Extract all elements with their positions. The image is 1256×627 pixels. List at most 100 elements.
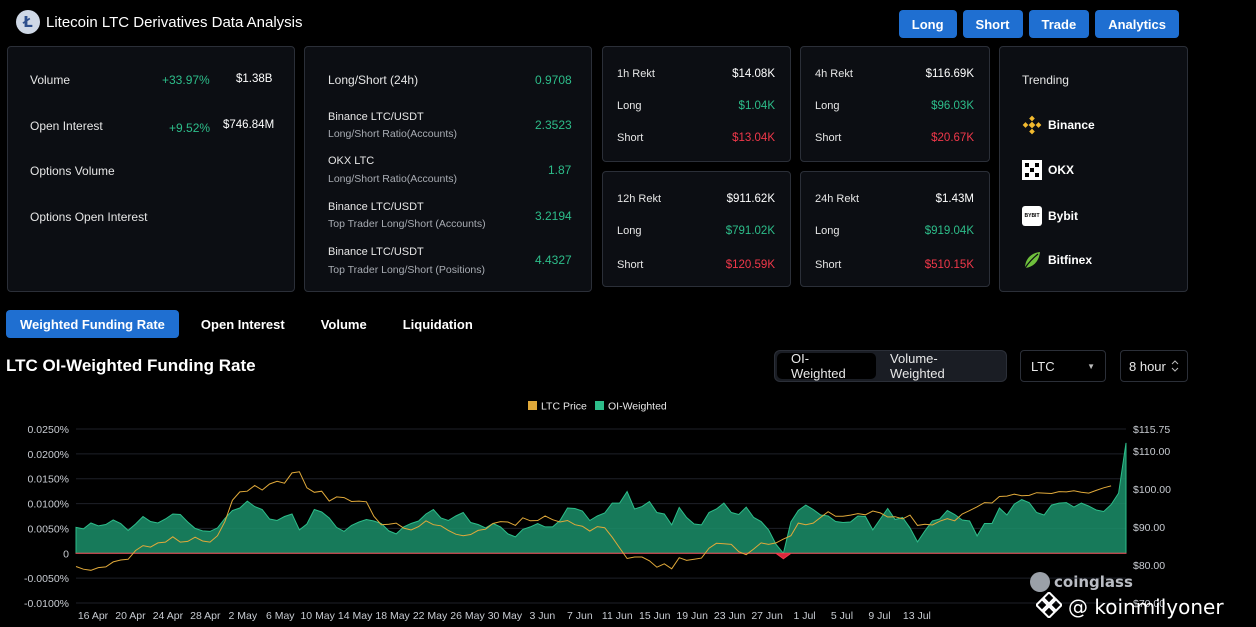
trending-okx[interactable]: OKX xyxy=(1022,160,1074,180)
rekt-12h-card: 12h Rekt $911.62K Long $791.02K Short $1… xyxy=(602,171,791,287)
tab-volume[interactable]: Volume xyxy=(320,316,367,332)
x-tick-label: 2 May xyxy=(229,610,258,622)
x-tick-label: 3 Jun xyxy=(530,610,556,622)
ratio-row-subtitle: Long/Short Ratio(Accounts) xyxy=(328,173,457,185)
y-left-tick-label: 0.0250% xyxy=(28,424,69,436)
x-tick-label: 30 May xyxy=(488,610,523,622)
tab-weighted-funding-rate[interactable]: Weighted Funding Rate xyxy=(6,310,179,338)
y-left-tick-label: 0.0200% xyxy=(28,449,69,461)
rekt-1h-long: $1.04K xyxy=(738,100,775,112)
open-interest-change: +9.52% xyxy=(169,121,211,135)
coin-select-value: LTC xyxy=(1031,358,1055,374)
rekt-short-label: Short xyxy=(617,132,644,144)
tab-liquidation[interactable]: Liquidation xyxy=(402,316,473,332)
x-tick-label: 16 Apr xyxy=(78,610,109,622)
rekt-1h-total: $14.08K xyxy=(732,68,775,80)
open-interest-value: $746.84M xyxy=(223,119,275,131)
x-tick-label: 18 May xyxy=(375,610,410,622)
chart-svg: 0.0250% 0.0200% 0.0150% 0.0100% 0.0050% 0 -0.0… xyxy=(24,401,1171,623)
market-stats-card: Volume +33.97% $1.38B Open Interest +9.5… xyxy=(7,46,295,292)
funding-rate-chart: 0.0250% 0.0200% 0.0150% 0.0100% 0.0050% 0 -0.0… xyxy=(0,390,1256,627)
rekt-short-label: Short xyxy=(815,259,842,271)
x-tick-label: 11 Jun xyxy=(602,610,633,622)
ratio-row-value: 1.87 xyxy=(548,163,572,177)
rekt-24h-short: $510.15K xyxy=(924,259,974,271)
coinglass-watermark: coinglass xyxy=(1030,572,1133,592)
x-tick-label: 14 May xyxy=(338,610,373,622)
interval-select-value: 8 hour xyxy=(1129,358,1166,374)
oi-weighted-option[interactable]: OI-Weighted xyxy=(777,351,877,381)
rekt-24h-total: $1.43M xyxy=(935,193,974,205)
ratio-row-value: 2.3523 xyxy=(535,118,572,132)
coinglass-logo-icon xyxy=(1030,572,1050,592)
trending-title: Trending xyxy=(1022,73,1069,87)
x-tick-label: 24 Apr xyxy=(153,610,184,622)
y-left-tick-label: 0.0050% xyxy=(28,523,69,535)
ratio-row-subtitle: Top Trader Long/Short (Positions) xyxy=(328,264,485,276)
trending-bitfinex[interactable]: Bitfinex xyxy=(1022,250,1092,270)
ratio-row-subtitle: Long/Short Ratio(Accounts) xyxy=(328,128,457,140)
ratio-row-title: Binance LTC/USDT xyxy=(328,111,424,123)
volume-change: +33.97% xyxy=(162,73,210,87)
y-left-tick-label: 0 xyxy=(63,548,69,560)
short-button[interactable]: Short xyxy=(962,10,1023,38)
overlay-handle: @ koinmilyoner xyxy=(1034,590,1224,622)
rekt-4h-short: $20.67K xyxy=(931,132,974,144)
y-right-tick-label: $80.00 xyxy=(1133,560,1165,572)
trending-okx-label: OKX xyxy=(1048,163,1075,177)
legend-label: OI-Weighted xyxy=(608,401,667,413)
x-tick-label: 15 Jun xyxy=(639,610,671,622)
trending-bybit[interactable]: BYBIT Bybit xyxy=(1022,206,1078,226)
volume-value: $1.38B xyxy=(236,73,273,85)
legend-label: LTC Price xyxy=(541,401,587,413)
overlay-handle-text: @ koinmilyoner xyxy=(1068,595,1224,619)
long-button[interactable]: Long xyxy=(898,10,957,38)
y-right-tick-label: $110.00 xyxy=(1133,446,1170,458)
ltc-price-line xyxy=(75,471,1112,571)
bybit-logo-icon: BYBIT xyxy=(1022,206,1042,226)
rekt-long-label: Long xyxy=(617,225,642,237)
x-tick-label: 1 Jul xyxy=(793,610,815,622)
legend-swatch xyxy=(528,401,537,410)
options-oi-label: Options Open Interest xyxy=(30,210,148,224)
y-left-tick-label: 0.0100% xyxy=(28,499,69,511)
oi-weighted-negative-area xyxy=(75,552,1127,560)
trending-binance[interactable]: Binance xyxy=(1022,115,1095,135)
long-short-card: Long/Short (24h) 0.9708 Binance LTC/USDT… xyxy=(304,46,592,292)
rekt-long-label: Long xyxy=(815,225,840,237)
x-tick-label: 26 May xyxy=(450,610,485,622)
weighting-toggle: OI-Weighted Volume-Weighted xyxy=(774,350,1007,382)
x-tick-label: 23 Jun xyxy=(714,610,746,622)
y-right-tick-label: $70.00 xyxy=(1133,598,1165,610)
rekt-4h-long: $96.03K xyxy=(931,100,974,112)
volume-label: Volume xyxy=(30,73,71,87)
coin-select[interactable]: LTC ▼ xyxy=(1020,350,1106,382)
okx-logo-icon xyxy=(1022,160,1042,180)
x-tick-label: 13 Jul xyxy=(903,610,931,622)
ratio-row-value: 3.2194 xyxy=(535,209,572,223)
x-tick-label: 7 Jun xyxy=(567,610,593,622)
tab-open-interest[interactable]: Open Interest xyxy=(200,316,285,332)
ratio-row-title: Binance LTC/USDT xyxy=(328,246,424,258)
x-tick-label: 22 May xyxy=(413,610,448,622)
y-right-tick-label: $100.00 xyxy=(1133,484,1171,496)
ratio-row-value: 4.4327 xyxy=(535,253,572,267)
y-right-tick-label: $115.75 xyxy=(1133,424,1170,436)
caret-down-icon: ▼ xyxy=(1087,361,1095,371)
rekt-1h-card: 1h Rekt $14.08K Long $1.04K Short $13.04… xyxy=(602,46,791,162)
legend-swatch xyxy=(595,401,604,410)
rekt-12h-long: $791.02K xyxy=(725,225,775,237)
rekt-short-label: Short xyxy=(617,259,644,271)
volume-weighted-option[interactable]: Volume-Weighted xyxy=(890,351,945,381)
x-tick-label: 28 Apr xyxy=(190,610,221,622)
coinglass-wordmark: coinglass xyxy=(1054,573,1133,591)
open-interest-label: Open Interest xyxy=(30,119,103,133)
rekt-24h-long: $919.04K xyxy=(924,225,974,237)
trade-button[interactable]: Trade xyxy=(1028,10,1090,38)
top-nav: Long Short Trade Analytics xyxy=(898,10,1179,38)
rekt-4h-total: $116.69K xyxy=(925,68,974,80)
trending-binance-label: Binance xyxy=(1048,118,1095,132)
interval-select[interactable]: 8 hour xyxy=(1120,350,1188,382)
rekt-1h-label: 1h Rekt xyxy=(617,68,655,80)
analytics-button[interactable]: Analytics xyxy=(1095,10,1179,38)
